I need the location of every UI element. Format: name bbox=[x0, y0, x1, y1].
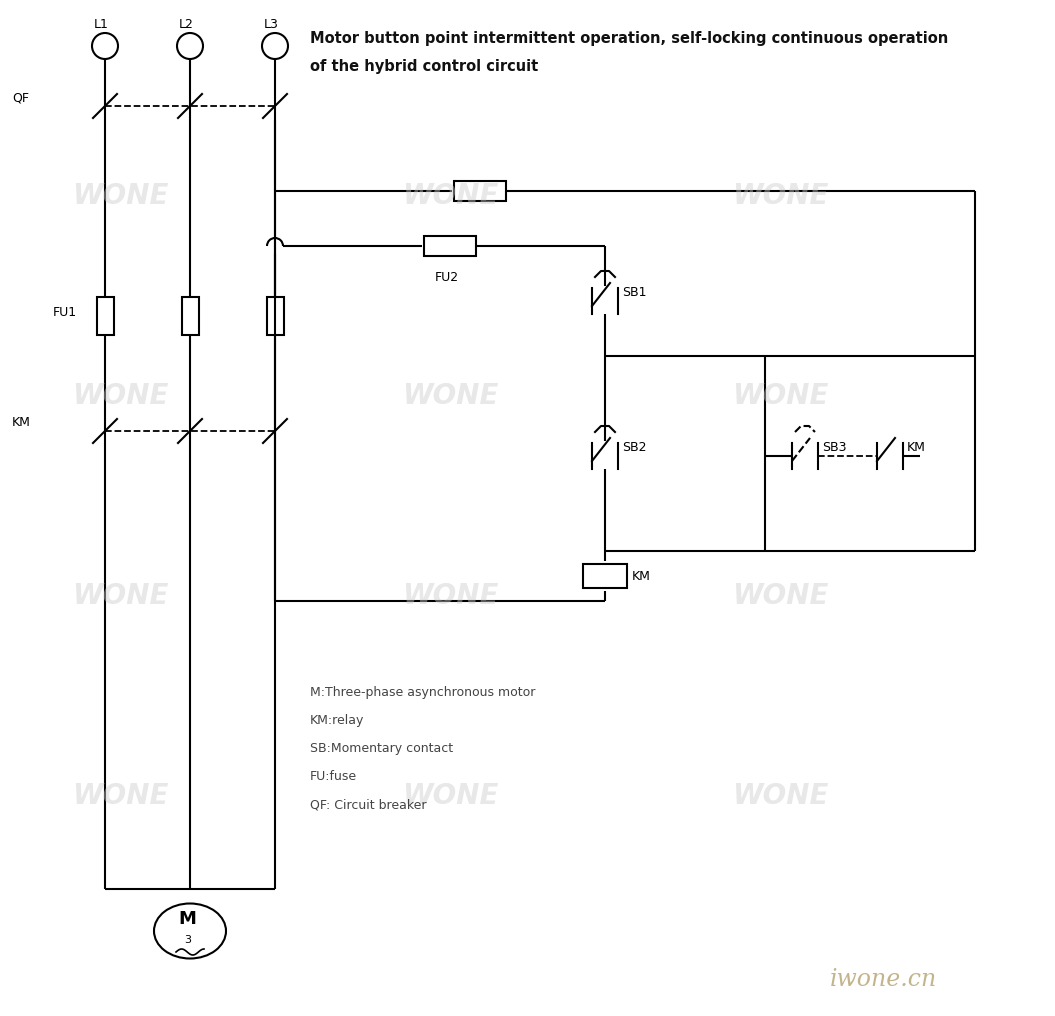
Text: QF: QF bbox=[12, 91, 28, 104]
Bar bbox=[454, 181, 506, 201]
Text: QF: Circuit breaker: QF: Circuit breaker bbox=[310, 798, 426, 811]
Circle shape bbox=[262, 33, 288, 59]
Text: 3: 3 bbox=[184, 935, 191, 945]
Text: WONE: WONE bbox=[402, 782, 498, 810]
Text: WONE: WONE bbox=[402, 382, 498, 410]
Text: WONE: WONE bbox=[732, 382, 828, 410]
Text: M:Three-phase asynchronous motor: M:Three-phase asynchronous motor bbox=[310, 686, 535, 699]
Text: FU2: FU2 bbox=[435, 271, 459, 284]
Text: WONE: WONE bbox=[72, 582, 168, 610]
Text: KM:relay: KM:relay bbox=[310, 714, 364, 727]
Text: SB2: SB2 bbox=[622, 441, 647, 454]
Text: KM: KM bbox=[907, 441, 926, 454]
Ellipse shape bbox=[154, 903, 226, 958]
Bar bbox=[96, 297, 114, 335]
Circle shape bbox=[177, 33, 203, 59]
Text: M: M bbox=[178, 910, 196, 928]
Text: WONE: WONE bbox=[402, 582, 498, 610]
Text: of the hybrid control circuit: of the hybrid control circuit bbox=[310, 59, 538, 74]
Text: L2: L2 bbox=[179, 18, 194, 31]
Text: FU1: FU1 bbox=[53, 306, 77, 319]
Bar bbox=[424, 236, 476, 256]
Circle shape bbox=[92, 33, 118, 59]
Text: L3: L3 bbox=[264, 18, 279, 31]
Text: FU:fuse: FU:fuse bbox=[310, 770, 358, 783]
Text: SB:Momentary contact: SB:Momentary contact bbox=[310, 742, 454, 755]
Text: WONE: WONE bbox=[72, 182, 168, 210]
Text: WONE: WONE bbox=[402, 182, 498, 210]
Bar bbox=[181, 297, 198, 335]
Text: SB1: SB1 bbox=[622, 285, 647, 299]
Text: Motor button point intermittent operation, self-locking continuous operation: Motor button point intermittent operatio… bbox=[310, 31, 948, 46]
Bar bbox=[583, 564, 627, 588]
Text: WONE: WONE bbox=[732, 582, 828, 610]
Text: iwone.cn: iwone.cn bbox=[830, 968, 937, 991]
Text: WONE: WONE bbox=[732, 782, 828, 810]
Text: L1: L1 bbox=[94, 18, 109, 31]
Text: WONE: WONE bbox=[72, 382, 168, 410]
Text: WONE: WONE bbox=[72, 782, 168, 810]
Text: WONE: WONE bbox=[732, 182, 828, 210]
Text: KM: KM bbox=[12, 416, 31, 429]
Text: SB3: SB3 bbox=[822, 441, 846, 454]
Text: KM: KM bbox=[632, 570, 651, 583]
Bar bbox=[267, 297, 284, 335]
